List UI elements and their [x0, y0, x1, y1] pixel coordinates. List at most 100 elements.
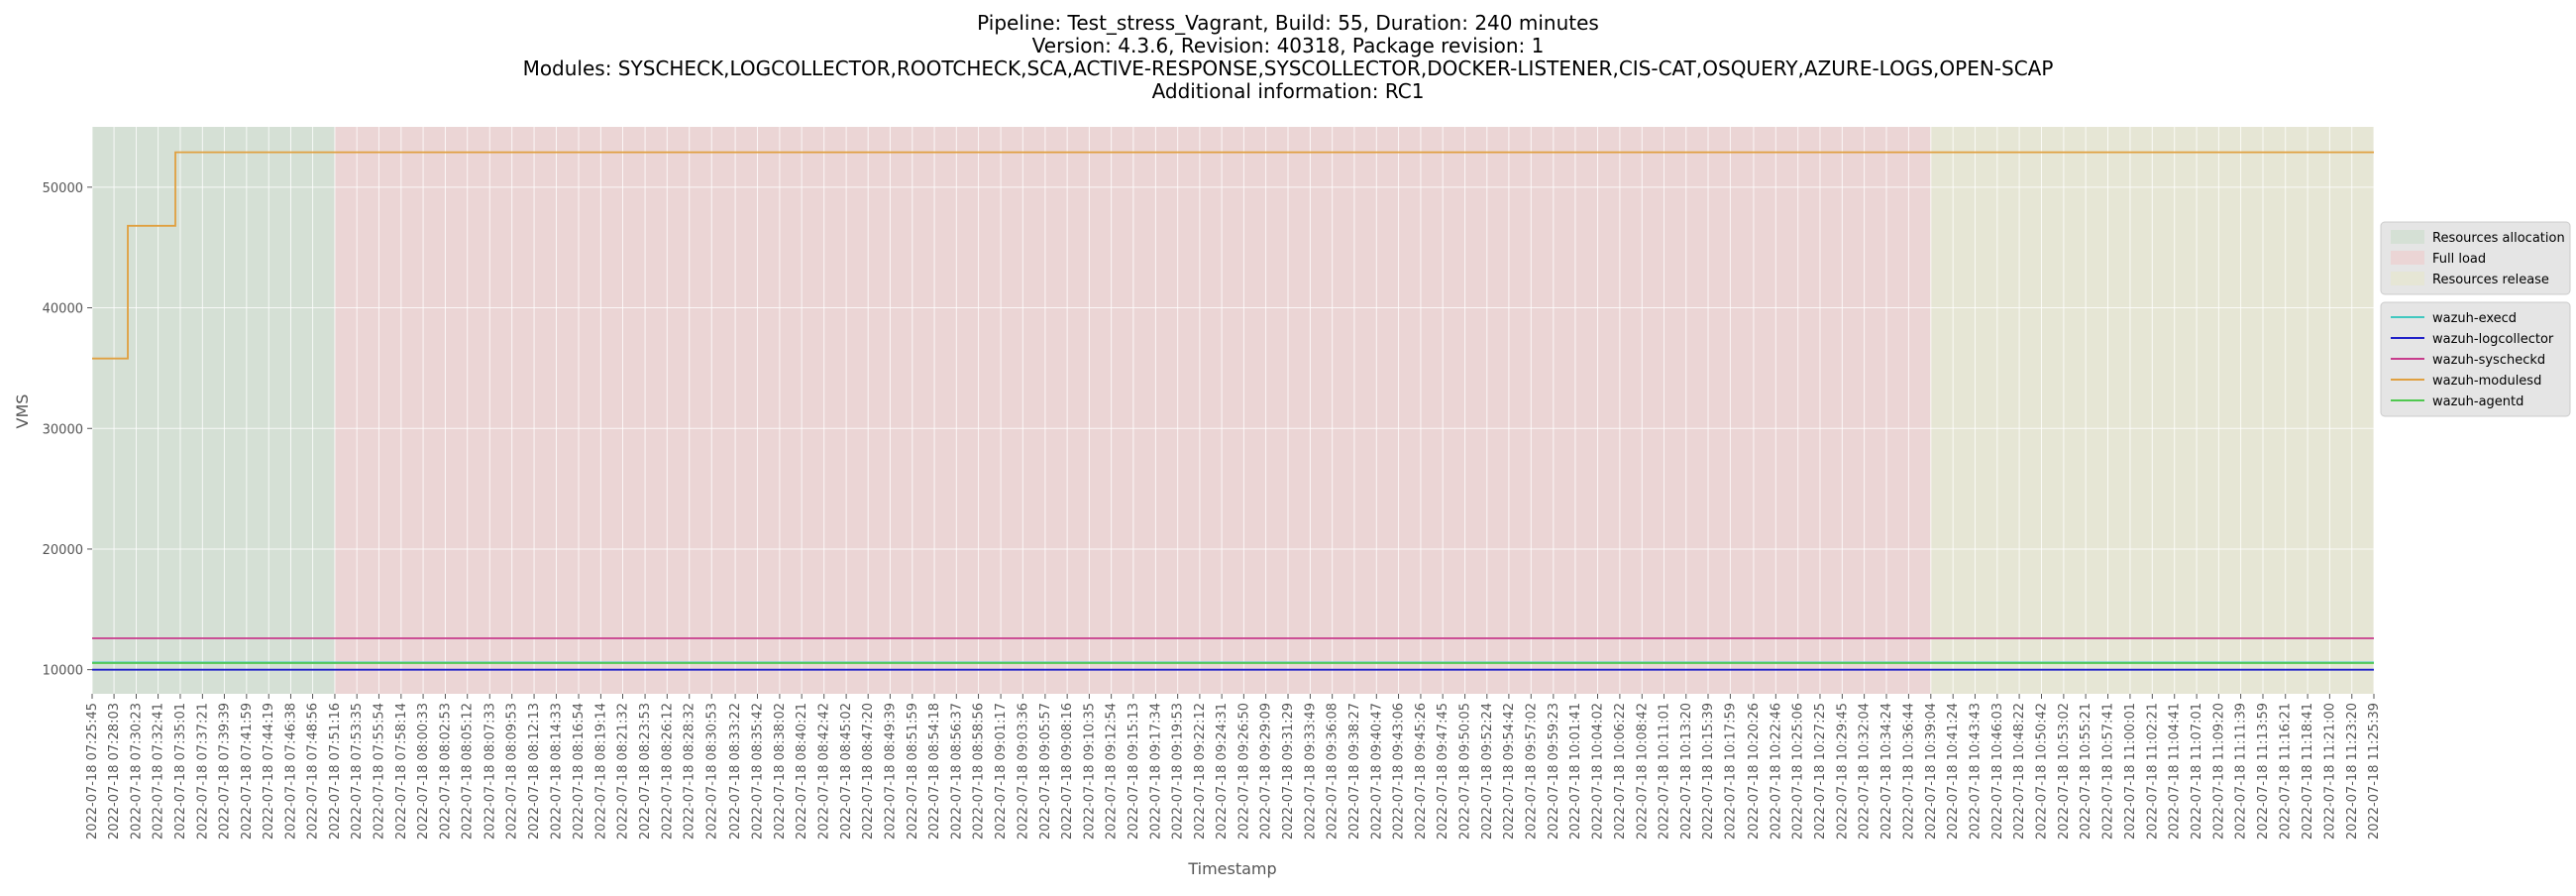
legend-label: wazuh-execd	[2432, 311, 2517, 326]
x-axis: 2022-07-18 07:25:45 2022-07-18 07:28:03 20…	[85, 694, 2382, 840]
x-tick-label: 2022-07-18 09:19:53	[1171, 703, 1186, 840]
x-tick-label: 2022-07-18 09:59:23	[1547, 703, 1561, 840]
x-tick-label: 2022-07-18 09:15:13	[1127, 703, 1141, 840]
x-tick-label: 2022-07-18 09:22:12	[1193, 703, 1208, 840]
x-tick-label: 2022-07-18 11:04:41	[2168, 703, 2183, 840]
x-tick-label: 2022-07-18 11:25:39	[2367, 703, 2382, 840]
series-lines	[92, 151, 2374, 671]
x-tick-label: 2022-07-18 07:39:39	[217, 703, 232, 840]
x-tick-label: 2022-07-18 10:27:25	[1813, 703, 1828, 840]
x-tick-label: 2022-07-18 09:43:06	[1392, 703, 1407, 840]
x-tick-label: 2022-07-18 09:29:09	[1259, 703, 1274, 840]
x-tick-label: 2022-07-18 08:30:53	[704, 703, 719, 840]
x-tick-label: 2022-07-18 11:00:01	[2123, 703, 2138, 840]
x-tick-label: 2022-07-18 11:21:00	[2322, 703, 2337, 840]
x-tick-label: 2022-07-18 08:54:18	[927, 703, 942, 840]
x-tick-label: 2022-07-18 08:19:14	[593, 703, 608, 840]
x-tick-label: 2022-07-18 09:03:36	[1016, 703, 1030, 840]
x-tick-label: 2022-07-18 11:07:01	[2190, 703, 2204, 840]
x-tick-label: 2022-07-18 08:45:02	[839, 703, 854, 840]
x-tick-label: 2022-07-18 10:46:03	[1990, 703, 2005, 840]
y-tick-label: 20000	[43, 543, 83, 558]
x-tick-label: 2022-07-18 10:01:41	[1568, 703, 1583, 840]
x-tick-label: 2022-07-18 10:57:41	[2101, 703, 2116, 840]
x-tick-label: 2022-07-18 10:50:42	[2034, 703, 2049, 840]
x-tick-label: 2022-07-18 10:15:39	[1701, 703, 1716, 840]
x-tick-label: 2022-07-18 08:23:53	[638, 703, 653, 840]
legend-label: wazuh-agentd	[2432, 394, 2523, 409]
x-tick-label: 2022-07-18 10:41:24	[1946, 703, 1961, 840]
x-tick-label: 2022-07-18 08:42:42	[817, 703, 832, 840]
x-tick-label: 2022-07-18 10:22:46	[1769, 703, 1783, 840]
y-tick-label: 40000	[43, 302, 83, 317]
legend-label: wazuh-logcollector	[2432, 332, 2554, 347]
phase-bands	[92, 127, 2374, 694]
y-tick-label: 50000	[43, 181, 83, 196]
legend-series-box	[2380, 301, 2571, 417]
x-tick-label: 2022-07-18 09:17:34	[1148, 703, 1163, 840]
x-tick-label: 2022-07-18 10:53:02	[2057, 703, 2072, 840]
x-tick-label: 2022-07-18 10:32:04	[1858, 703, 1873, 840]
x-tick-label: 2022-07-18 09:50:05	[1458, 703, 1473, 840]
x-tick-label: 2022-07-18 09:45:26	[1414, 703, 1429, 840]
x-tick-label: 2022-07-18 11:09:20	[2211, 703, 2226, 840]
series-line-wazuh-modulesd	[92, 151, 2374, 360]
x-tick-label: 2022-07-18 09:33:49	[1303, 703, 1318, 840]
x-tick-label: 2022-07-18 10:39:04	[1924, 703, 1939, 840]
legend-label: Resources release	[2432, 273, 2549, 287]
x-tick-label: 2022-07-18 11:02:21	[2145, 703, 2160, 840]
legend-label: Full load	[2432, 252, 2486, 267]
x-tick-label: 2022-07-18 07:28:03	[107, 703, 122, 840]
x-tick-label: 2022-07-18 08:14:33	[549, 703, 564, 840]
x-tick-label: 2022-07-18 07:41:59	[240, 703, 255, 840]
x-tick-label: 2022-07-18 08:00:33	[416, 703, 431, 840]
x-tick-label: 2022-07-18 10:43:43	[1968, 703, 1983, 840]
legend-phases: Resources allocation Full load Resources r…	[2380, 221, 2571, 295]
legend-swatch	[2391, 251, 2424, 265]
x-tick-label: 2022-07-18 09:52:24	[1480, 703, 1495, 840]
x-tick-label: 2022-07-18 07:48:56	[306, 703, 321, 840]
x-tick-label: 2022-07-18 10:55:21	[2079, 703, 2093, 840]
legend-series: wazuh-execd wazuh-logcollector wazuh-sysch…	[2380, 301, 2571, 417]
title-line-1: Pipeline: Test_stress_Vagrant, Build: 55…	[977, 11, 1599, 35]
legend-label: wazuh-syscheckd	[2432, 353, 2545, 368]
x-tick-label: 2022-07-18 10:34:24	[1879, 703, 1894, 840]
x-tick-label: 2022-07-18 08:51:59	[906, 703, 920, 840]
x-tick-label: 2022-07-18 07:37:21	[195, 703, 210, 840]
x-tick-label: 2022-07-18 11:23:20	[2345, 703, 2360, 840]
x-tick-label: 2022-07-18 11:11:39	[2234, 703, 2249, 840]
x-tick-label: 2022-07-18 10:48:22	[2012, 703, 2027, 840]
x-tick-label: 2022-07-18 08:28:32	[683, 703, 698, 840]
legend-label: Resources allocation	[2432, 231, 2565, 246]
x-tick-label: 2022-07-18 08:12:13	[527, 703, 542, 840]
legend-phases-box	[2380, 221, 2571, 295]
x-tick-label: 2022-07-18 08:35:42	[751, 703, 766, 840]
grid-lines	[91, 127, 2375, 694]
x-tick-label: 2022-07-18 10:13:20	[1679, 703, 1694, 840]
x-tick-label: 2022-07-18 09:12:54	[1105, 703, 1120, 840]
x-tick-label: 2022-07-18 10:08:42	[1635, 703, 1650, 840]
x-tick-label: 2022-07-18 09:40:47	[1369, 703, 1384, 840]
x-tick-label: 2022-07-18 11:18:41	[2301, 703, 2315, 840]
title-line-2: Version: 4.3.6, Revision: 40318, Package…	[1032, 34, 1545, 57]
x-tick-label: 2022-07-18 09:26:50	[1236, 703, 1251, 840]
x-tick-label: 2022-07-18 07:51:16	[328, 703, 343, 840]
x-tick-label: 2022-07-18 10:20:26	[1747, 703, 1762, 840]
x-tick-label: 2022-07-18 07:55:54	[372, 703, 386, 840]
x-tick-label: 2022-07-18 09:47:45	[1436, 703, 1450, 840]
x-tick-label: 2022-07-18 09:24:31	[1215, 703, 1230, 840]
x-tick-label: 2022-07-18 08:33:22	[728, 703, 743, 840]
x-tick-label: 2022-07-18 10:25:06	[1791, 703, 1806, 840]
x-tick-label: 2022-07-18 10:11:01	[1658, 703, 1672, 840]
x-tick-label: 2022-07-18 08:07:33	[483, 703, 497, 840]
x-tick-label: 2022-07-18 08:38:02	[773, 703, 788, 840]
x-tick-label: 2022-07-18 07:53:35	[350, 703, 365, 840]
x-tick-label: 2022-07-18 08:26:12	[660, 703, 675, 840]
x-tick-label: 2022-07-18 08:21:32	[616, 703, 631, 840]
x-tick-label: 2022-07-18 07:35:01	[173, 703, 188, 840]
x-tick-label: 2022-07-18 10:06:22	[1613, 703, 1628, 840]
y-tick-label: 30000	[43, 422, 83, 437]
x-tick-label: 2022-07-18 08:47:20	[861, 703, 876, 840]
x-tick-label: 2022-07-18 08:49:39	[883, 703, 898, 840]
x-tick-label: 2022-07-18 10:36:44	[1901, 703, 1916, 840]
